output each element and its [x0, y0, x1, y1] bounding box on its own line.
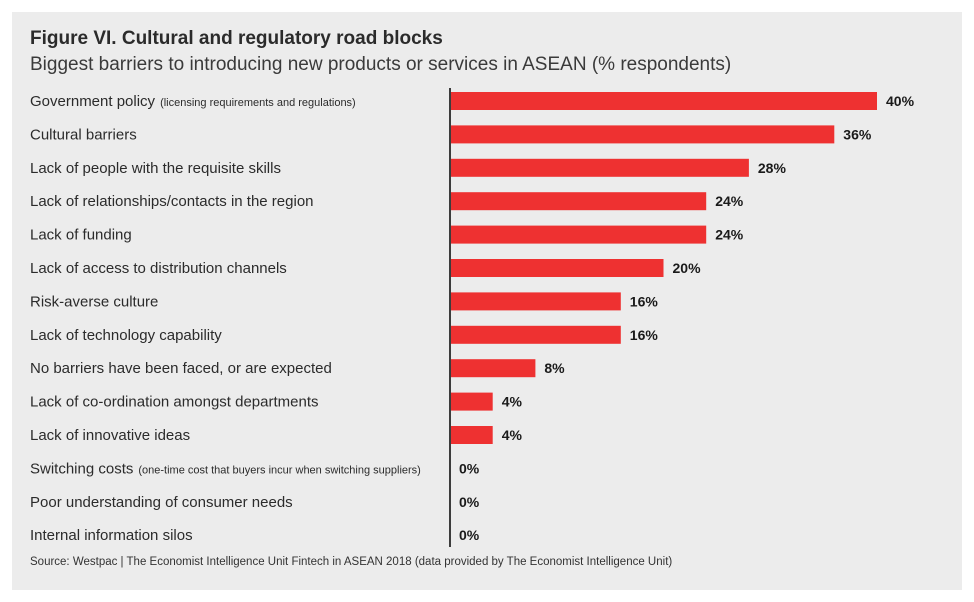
category-label: No barriers have been faced, or are expe… [30, 360, 332, 377]
chart-subtitle: Biggest barriers to introducing new prod… [30, 54, 732, 75]
category-label: Lack of technology capability [30, 327, 222, 344]
value-label: 8% [544, 360, 565, 376]
value-label: 0% [459, 460, 480, 476]
category-label: Poor understanding of consumer needs [30, 494, 293, 511]
category-label: Internal information silos [30, 527, 193, 544]
value-label: 4% [502, 427, 523, 443]
value-label: 24% [715, 193, 744, 209]
value-label: 28% [758, 160, 787, 176]
value-label: 40% [886, 93, 915, 109]
chart-title: Figure VI. Cultural and regulatory road … [30, 28, 443, 49]
bar [450, 259, 664, 277]
bar [450, 426, 493, 444]
bar [450, 292, 621, 311]
source-note: Source: Westpac | The Economist Intellig… [30, 556, 673, 568]
value-label: 0% [459, 494, 480, 510]
category-label: Lack of relationships/contacts in the re… [30, 193, 314, 210]
bar [450, 325, 621, 344]
value-label: 36% [843, 126, 872, 142]
category-label: Cultural barriers [30, 126, 137, 143]
category-label: Lack of people with the requisite skills [30, 160, 281, 177]
value-label: 0% [459, 527, 480, 543]
bar [450, 192, 707, 211]
category-label: Lack of co-ordination amongst department… [30, 394, 319, 411]
category-note: (licensing requirements and regulations) [160, 97, 356, 109]
value-label: 24% [715, 227, 744, 243]
bar [450, 359, 536, 378]
bar [450, 158, 749, 177]
category-label: Lack of access to distribution channels [30, 260, 287, 277]
value-label: 16% [630, 293, 659, 309]
category-label: Lack of innovative ideas [30, 427, 190, 444]
value-label: 20% [673, 260, 702, 276]
category-label: Switching costs (one-time cost that buyer… [30, 460, 421, 477]
bar [450, 125, 835, 144]
bar [450, 92, 877, 110]
value-label: 16% [630, 327, 659, 343]
category-label: Risk-averse culture [30, 293, 158, 310]
category-label: Government policy (licensing requirements… [30, 93, 356, 110]
category-label: Lack of funding [30, 227, 132, 244]
bar [450, 225, 707, 244]
bar [450, 392, 493, 411]
value-label: 4% [502, 394, 523, 410]
category-note: (one-time cost that buyers incur when sw… [138, 464, 420, 476]
